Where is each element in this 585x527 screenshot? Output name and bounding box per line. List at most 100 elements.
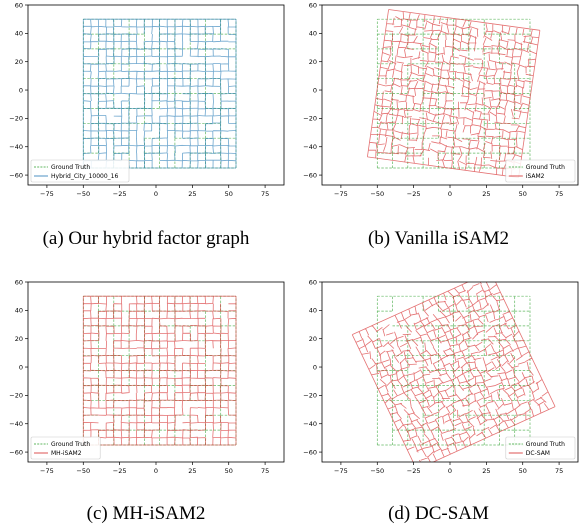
legend-label: Hybrid_City_10000_16 [51, 173, 118, 180]
y-tick-label: 60 [15, 278, 23, 286]
y-tick-label: −40 [303, 420, 317, 428]
x-tick-label: −25 [113, 467, 127, 475]
y-tick-label: 20 [15, 58, 23, 66]
x-tick-label: 25 [482, 190, 490, 198]
x-tick-label: 75 [261, 190, 269, 198]
y-tick-label: −60 [303, 448, 317, 456]
legend-label: Ground Truth [526, 441, 565, 448]
caption-a: (a) Our hybrid factor graph [42, 228, 250, 249]
plot-area [367, 9, 541, 178]
legend: Ground Truth iSAM2 [505, 159, 576, 183]
y-tick-label: −60 [303, 171, 317, 179]
legend: Ground Truth MH-iSAM2 [30, 436, 101, 460]
series-hybrid-city-10000-16 [82, 18, 237, 169]
axes-frame [27, 281, 285, 463]
y-tick-label: 60 [309, 1, 317, 9]
x-tick-label: −25 [113, 190, 127, 198]
x-tick-label: 50 [519, 190, 527, 198]
series-path [376, 18, 531, 169]
x-tick-label: −50 [76, 190, 90, 198]
x-tick-label: −25 [407, 190, 421, 198]
y-tick-label: −20 [303, 115, 317, 123]
y-tick-label: 40 [15, 30, 23, 38]
y-tick-label: −60 [9, 448, 23, 456]
series-path [351, 282, 556, 462]
panel-b: −75 −50 −25 0 25 50 75 −60 −40 −20 0 20 40 60 Ground T… [303, 1, 579, 198]
y-tick-label: −20 [9, 115, 23, 123]
y-tick-label: 0 [19, 363, 23, 371]
panel-c: −75 −50 −25 0 25 50 75 −60 −40 −20 0 20 40 60 Ground T… [9, 278, 285, 475]
legend-box [505, 159, 576, 183]
x-tick-label: −50 [370, 190, 384, 198]
x-tick-label: −50 [76, 467, 90, 475]
panel-d: −75 −50 −25 0 25 50 75 −60 −40 −20 0 20 40 60 Ground T… [303, 278, 579, 475]
x-tick-label: 0 [154, 467, 158, 475]
y-tick-label: 0 [313, 363, 317, 371]
plot-area [82, 295, 237, 446]
legend: Ground Truth DC-SAM [505, 436, 576, 460]
y-tick-label: −20 [303, 392, 317, 400]
y-tick-label: −40 [9, 143, 23, 151]
legend-label: Ground Truth [51, 441, 90, 448]
x-tick-label: −25 [407, 467, 421, 475]
y-tick-label: 60 [15, 1, 23, 9]
y-tick-label: 40 [309, 30, 317, 38]
x-tick-label: 0 [448, 190, 452, 198]
y-tick-label: 20 [15, 335, 23, 343]
series-path [82, 295, 237, 446]
axes-frame [27, 4, 285, 186]
y-tick-label: 0 [313, 86, 317, 94]
caption-d: (d) DC-SAM [388, 503, 489, 524]
series-dc-sam [351, 282, 556, 462]
series-isam2 [367, 9, 541, 178]
y-tick-label: 40 [309, 307, 317, 315]
series-mh-isam2 [82, 295, 237, 446]
x-tick-label: −75 [334, 467, 348, 475]
y-tick-label: 0 [19, 86, 23, 94]
legend-label: Ground Truth [526, 164, 565, 171]
x-tick-label: 50 [225, 467, 233, 475]
legend-label: iSAM2 [526, 173, 545, 180]
legend-label: DC-SAM [526, 450, 550, 457]
y-tick-label: 20 [309, 335, 317, 343]
y-tick-label: 20 [309, 58, 317, 66]
x-tick-label: −75 [334, 190, 348, 198]
legend: Ground Truth Hybrid_City_10000_16 [30, 159, 130, 183]
y-tick-label: 60 [309, 278, 317, 286]
legend-label: MH-iSAM2 [51, 450, 82, 457]
y-tick-label: −40 [303, 143, 317, 151]
x-tick-label: 25 [482, 467, 490, 475]
x-tick-label: 75 [555, 467, 563, 475]
series-ground-truth [376, 18, 531, 169]
legend-box [505, 436, 576, 460]
series-path [376, 295, 531, 446]
series-path [367, 9, 541, 178]
axes-frame [321, 281, 579, 463]
caption-b: (b) Vanilla iSAM2 [367, 228, 510, 249]
x-tick-label: 75 [261, 467, 269, 475]
x-tick-label: 25 [188, 190, 196, 198]
legend-box [30, 159, 130, 183]
series-path [82, 18, 237, 169]
series-ground-truth [376, 295, 531, 446]
plot-area [351, 282, 556, 462]
x-tick-label: 75 [555, 190, 563, 198]
x-tick-label: 0 [448, 467, 452, 475]
y-tick-label: 40 [15, 307, 23, 315]
x-tick-label: 25 [188, 467, 196, 475]
y-tick-label: −20 [9, 392, 23, 400]
y-tick-label: −40 [9, 420, 23, 428]
x-tick-label: 0 [154, 190, 158, 198]
plot-area [82, 18, 237, 169]
x-tick-label: −75 [40, 467, 54, 475]
x-tick-label: −50 [370, 467, 384, 475]
caption-c: (c) MH-iSAM2 [86, 503, 206, 524]
y-tick-label: −60 [9, 171, 23, 179]
legend-label: Ground Truth [51, 164, 90, 171]
legend-box [30, 436, 101, 460]
panel-a: −75 −50 −25 0 25 50 75 −60 −40 −20 0 20 40 60 Ground T… [9, 1, 285, 198]
x-tick-label: −75 [40, 190, 54, 198]
x-tick-label: 50 [519, 467, 527, 475]
x-tick-label: 50 [225, 190, 233, 198]
